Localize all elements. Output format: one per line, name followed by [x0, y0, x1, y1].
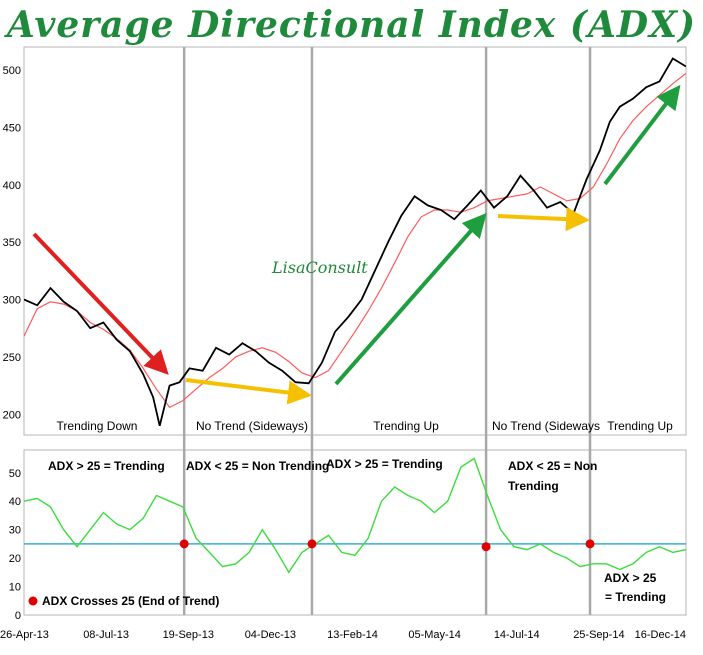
price-y-tick: 450: [3, 122, 21, 134]
adx-y-tick: 30: [9, 525, 21, 537]
region-label-sideways-2: No Trend (Sideways: [492, 419, 600, 433]
adx-y-axis: 0 10 20 30 40 50: [9, 468, 21, 622]
adx-annotation-3: ADX > 25 = Trending: [326, 457, 443, 471]
adx-cross-marker: [307, 539, 317, 549]
adx-y-tick: 10: [9, 582, 21, 594]
adx-cross-marker: [179, 539, 189, 549]
adx-annotation-5-line-2: = Trending: [605, 590, 666, 604]
price-y-tick: 400: [3, 180, 21, 192]
x-tick: 16-Dec-14: [635, 629, 686, 641]
x-tick: 19-Sep-13: [163, 629, 214, 641]
moving-average-line: [24, 72, 686, 409]
adx-panel-frame: [23, 449, 687, 616]
adx-y-tick: 40: [9, 496, 21, 508]
trend-up-arrow-2: [603, 84, 681, 186]
price-y-tick: 200: [3, 409, 21, 421]
price-y-tick: 500: [3, 65, 21, 77]
price-y-tick: 250: [3, 352, 21, 364]
price-y-tick: 350: [3, 237, 21, 249]
region-label-trending-up-2: Trending Up: [607, 419, 673, 433]
price-line: [24, 57, 686, 427]
adx-annotation-5: ADX > 25 = Trending: [604, 571, 666, 604]
price-panel-frame: [23, 46, 687, 436]
sideways-arrow-1: [185, 378, 312, 405]
adx-annotation-4: ADX < 25 = Non Trending: [508, 459, 601, 493]
legend-label: ADX Crosses 25 (End of Trend): [42, 594, 219, 608]
price-y-tick: 300: [3, 295, 21, 307]
sideways-arrow-2: [497, 207, 590, 232]
period-dividers: [182, 47, 592, 615]
adx-y-tick: 50: [9, 468, 21, 480]
x-tick: 04-Dec-13: [245, 629, 296, 641]
x-tick: 25-Sep-14: [573, 629, 624, 641]
trend-down-arrow: [32, 232, 169, 375]
adx-annotation-2: ADX < 25 = Non Trending: [186, 459, 329, 473]
adx-line: [24, 457, 686, 574]
region-label-sideways-1: No Trend (Sideways): [196, 419, 308, 433]
chart-title: Average Directional Index (ADX): [6, 4, 697, 46]
adx-cross-marker: [481, 542, 491, 552]
adx-y-tick: 20: [9, 553, 21, 565]
x-tick: 14-Jul-14: [494, 629, 540, 641]
x-tick: 13-Feb-14: [327, 629, 378, 641]
trend-up-arrow-1: [334, 212, 487, 386]
legend-marker: [28, 596, 38, 606]
adx-annotation-4-line-2: Trending: [508, 479, 559, 493]
region-label-trending-down: Trending Down: [57, 419, 138, 433]
adx-annotation-5-line-1: ADX > 25: [604, 571, 657, 585]
x-axis: 26-Apr-13 08-Jul-13 19-Sep-13 04-Dec-13 13-F…: [0, 629, 686, 641]
adx-y-tick: 0: [15, 610, 21, 622]
watermark: LisaConsult: [271, 258, 368, 277]
price-y-axis: 200 250 300 350 400 450 500: [3, 65, 21, 421]
adx-annotation-4-line-1: ADX < 25 = Non: [508, 459, 597, 473]
x-tick: 05-May-14: [408, 629, 461, 641]
adx-cross-markers: [179, 539, 595, 552]
x-tick: 26-Apr-13: [0, 629, 49, 641]
region-label-trending-up-1: Trending Up: [373, 419, 439, 433]
adx-annotation-1: ADX > 25 = Trending: [48, 459, 165, 473]
adx-cross-marker: [585, 539, 595, 549]
x-tick: 08-Jul-13: [83, 629, 129, 641]
